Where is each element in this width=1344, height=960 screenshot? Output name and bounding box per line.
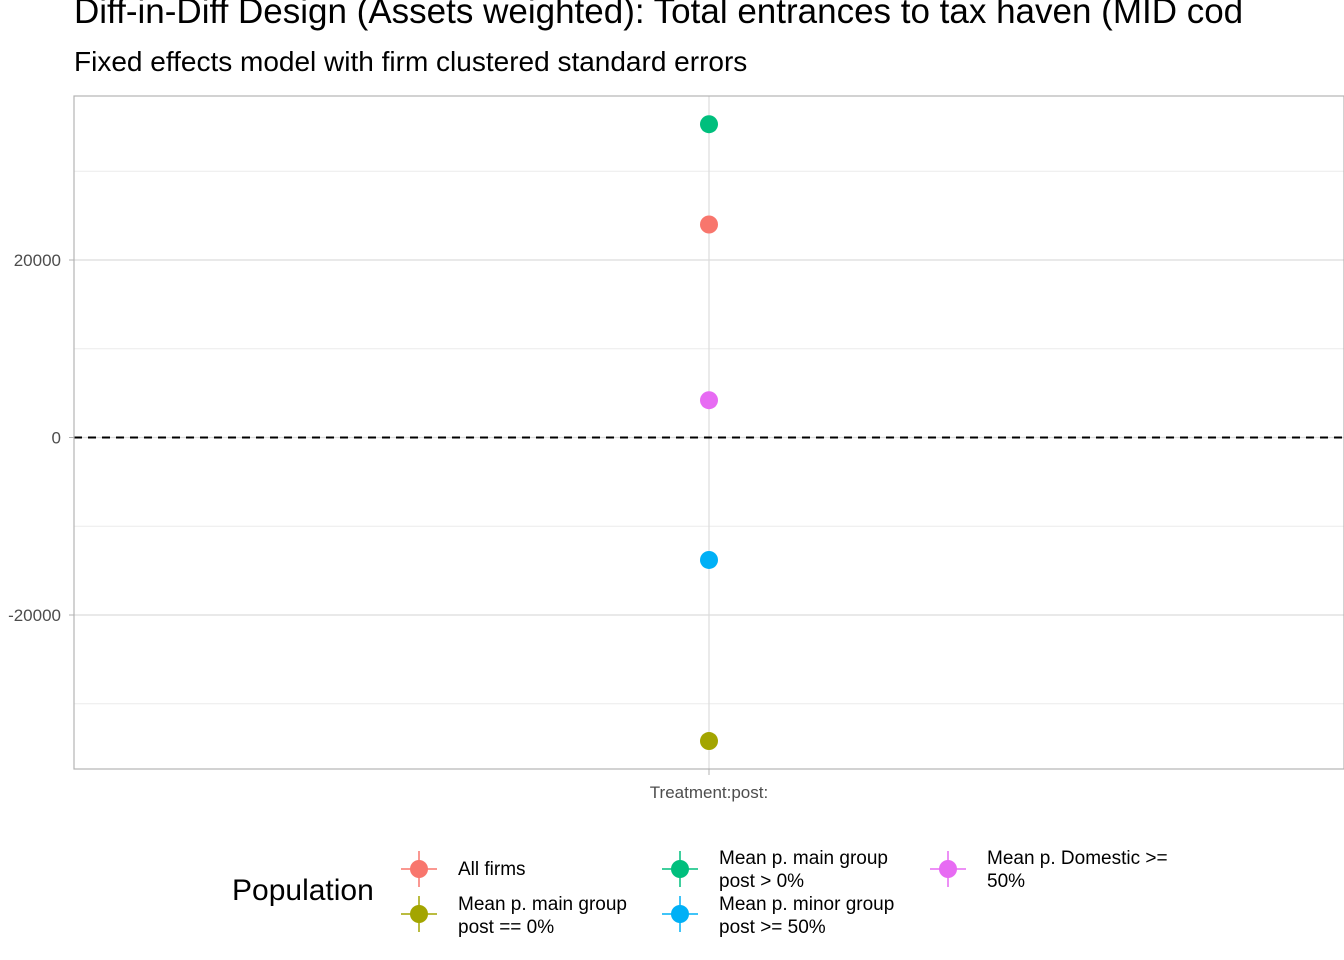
legend-key-dot — [671, 905, 689, 923]
y-tick-label: 0 — [52, 429, 61, 448]
y-tick-label: 20000 — [14, 251, 61, 270]
chart-title: Diff-in-Diff Design (Assets weighted): T… — [74, 0, 1244, 31]
legend-label: All firms — [458, 859, 526, 880]
legend-key-dot — [410, 905, 428, 923]
legend-label: Mean p. main group post == 0% — [458, 894, 627, 938]
legend-label: Mean p. Domestic >= 50% — [987, 848, 1168, 892]
x-tick-label: Treatment:post: — [650, 783, 768, 802]
data-point-0 — [700, 215, 718, 234]
data-point-1 — [700, 732, 718, 751]
legend-label: Mean p. minor group post >= 50% — [719, 894, 895, 938]
legend-label: Mean p. main group post > 0% — [719, 848, 888, 892]
legend-key-dot — [410, 860, 428, 878]
y-tick-label: -20000 — [8, 606, 61, 625]
legend-title: Population — [232, 874, 374, 907]
data-point-2 — [700, 115, 718, 134]
chart-subtitle: Fixed effects model with firm clustered … — [74, 46, 748, 77]
data-point-4 — [700, 391, 718, 410]
legend-key-dot — [939, 860, 957, 878]
data-point-3 — [700, 550, 718, 569]
legend-key-dot — [671, 860, 689, 878]
